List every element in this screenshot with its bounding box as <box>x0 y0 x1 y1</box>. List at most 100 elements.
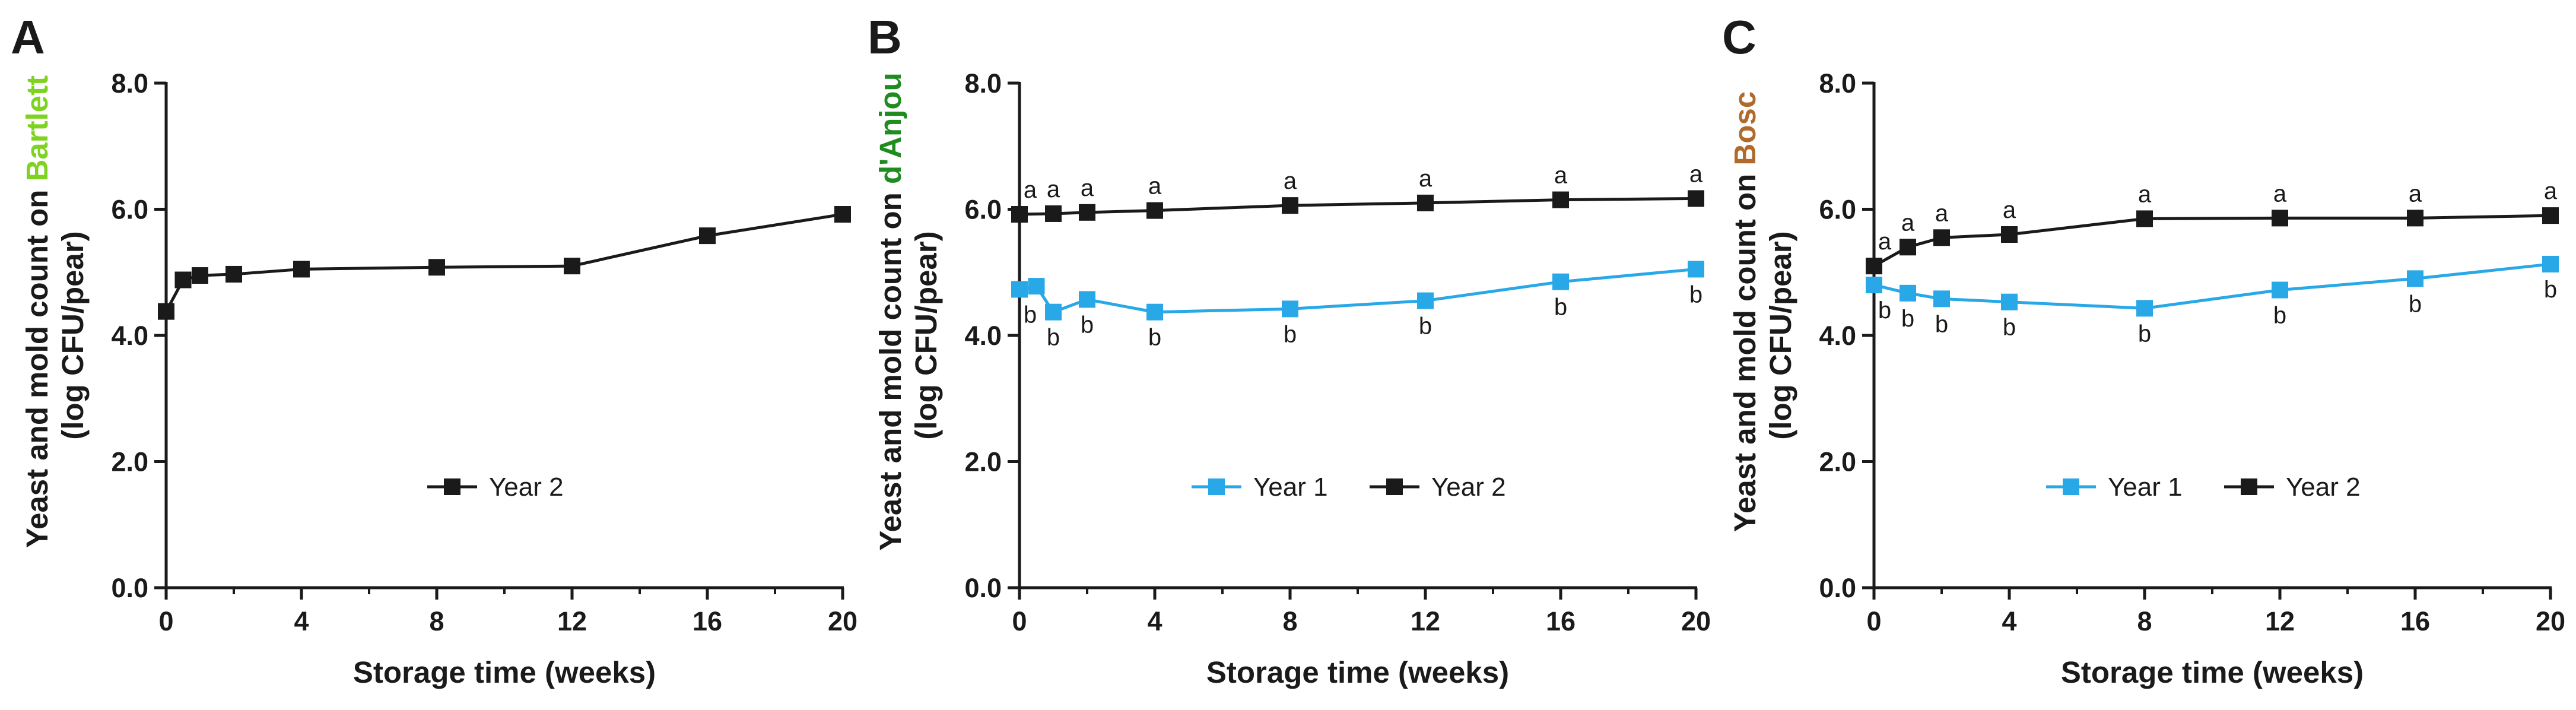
data-point <box>1282 300 1298 318</box>
legend-label: Year 2 <box>2286 473 2361 502</box>
legend-marker <box>444 478 460 495</box>
legend: Year 1 Year 2 <box>1192 473 1506 502</box>
data-point <box>2407 210 2423 227</box>
significance-letter: b <box>1024 302 1037 328</box>
data-point <box>1079 204 1095 221</box>
panel-letter: C <box>1722 11 1756 64</box>
y-tick-label: 8.0 <box>111 68 148 99</box>
data-point <box>1933 290 1950 308</box>
x-tick-label: 4 <box>2002 606 2016 636</box>
significance-letter: b <box>1689 281 1702 308</box>
series-line <box>1873 262 2551 310</box>
data-point <box>192 267 208 284</box>
data-point <box>2272 210 2288 227</box>
significance-letter: a <box>2273 180 2287 207</box>
data-point <box>699 227 716 245</box>
panel-a: A 0.0 2.0 4.0 6.0 8.0 0 4 8 12 16 20 Storage time (w… <box>11 11 857 689</box>
series-line <box>1019 267 1697 314</box>
panel-c: C 0.0 2.0 4.0 6.0 8.0 0 4 8 12 16 20 Storage time (w… <box>1722 11 2565 689</box>
y-tick-label: 8.0 <box>1819 68 1856 99</box>
y-axis-title: Yeast and mold count on d'Anjou <box>874 72 907 550</box>
x-axis-title: Storage time (weeks) <box>2061 655 2364 689</box>
y-tick-label: 0.0 <box>1819 573 1856 603</box>
x-tick-label: 12 <box>1411 606 1440 636</box>
data-point <box>2136 210 2153 227</box>
data-point <box>2136 300 2153 317</box>
significance-letter: b <box>1901 306 1914 332</box>
data-point <box>1552 273 1569 290</box>
y-tick-label: 2.0 <box>964 447 1002 477</box>
x-tick-label: 12 <box>557 606 587 636</box>
significance-letter: b <box>1148 325 1161 351</box>
x-tick-label: 0 <box>158 606 173 636</box>
data-point <box>1417 292 1434 309</box>
significance-letter: b <box>2138 321 2151 347</box>
y-axis-title-units: (log CFU/pear) <box>56 231 90 439</box>
data-point <box>1900 284 1916 302</box>
legend-marker <box>1386 478 1403 495</box>
data-point <box>1028 278 1045 295</box>
data-point <box>2272 281 2288 299</box>
y-axis-title-units: (log CFU/pear) <box>909 231 943 439</box>
legend: Year 1 Year 2 <box>2046 473 2361 502</box>
significance-letter: a <box>1047 176 1060 202</box>
data-point <box>2542 255 2559 272</box>
y-tick-label: 0.0 <box>964 573 1002 603</box>
significance-letter: a <box>1024 177 1037 203</box>
data-point <box>1688 261 1704 278</box>
x-axis-title: Storage time (weeks) <box>353 655 656 689</box>
data-point <box>1045 303 1062 321</box>
legend-label: Year 2 <box>1431 473 1506 502</box>
y-tick-label: 4.0 <box>964 321 1002 351</box>
panel-letter: B <box>868 11 902 64</box>
y-axis-title-units: (log CFU/pear) <box>1764 231 1797 439</box>
data-point <box>158 303 174 320</box>
y-tick-label: 6.0 <box>964 195 1002 225</box>
y-tick-label: 6.0 <box>111 195 148 225</box>
cultivar-name: Bartlett <box>20 75 54 182</box>
legend-label: Year 1 <box>1253 473 1328 502</box>
series-line <box>1873 214 2551 268</box>
x-tick-label: 4 <box>1147 606 1162 636</box>
x-tick-label: 8 <box>429 606 444 636</box>
significance-letter: b <box>1935 311 1948 337</box>
data-point <box>1688 190 1704 207</box>
y-tick-label: 4.0 <box>111 321 148 351</box>
data-point <box>293 261 310 278</box>
data-point <box>1282 197 1298 214</box>
significance-letter: a <box>2138 181 2152 207</box>
data-point <box>2001 293 2018 310</box>
legend-marker <box>2063 478 2079 495</box>
significance-letter: a <box>2544 178 2558 204</box>
legend-marker <box>2241 478 2257 495</box>
significance-letter: b <box>1554 294 1567 321</box>
significance-letter: a <box>1878 229 1892 255</box>
data-point <box>1933 229 1950 246</box>
data-point <box>1011 281 1028 298</box>
significance-letter: a <box>1554 163 1568 189</box>
x-tick-label: 20 <box>2536 606 2565 636</box>
y-axis-title-text: Yeast and mold count on <box>20 181 54 548</box>
x-tick-label: 8 <box>2137 606 2152 636</box>
series-line <box>1019 196 1697 216</box>
panel-letter: A <box>11 11 45 64</box>
data-point <box>1146 303 1163 321</box>
significance-letter: a <box>1419 166 1432 192</box>
significance-letter: b <box>2544 277 2557 303</box>
legend-marker <box>1208 478 1225 495</box>
y-axis-title-text: Yeast and mold count on <box>1728 165 1762 532</box>
data-point <box>1866 277 1882 293</box>
y-axis-title: Yeast and mold count on Bartlett <box>20 75 54 548</box>
significance-letter: a <box>1081 175 1094 201</box>
significance-letter: a <box>1148 173 1162 199</box>
data-point <box>1146 202 1163 219</box>
data-point <box>1900 239 1916 256</box>
significance-letter: b <box>1081 312 1094 338</box>
data-point <box>174 271 192 289</box>
significance-letter: b <box>2273 303 2286 329</box>
x-tick-label: 4 <box>294 606 309 636</box>
significance-letter: a <box>2003 197 2016 223</box>
cultivar-name: d'Anjou <box>874 72 907 184</box>
